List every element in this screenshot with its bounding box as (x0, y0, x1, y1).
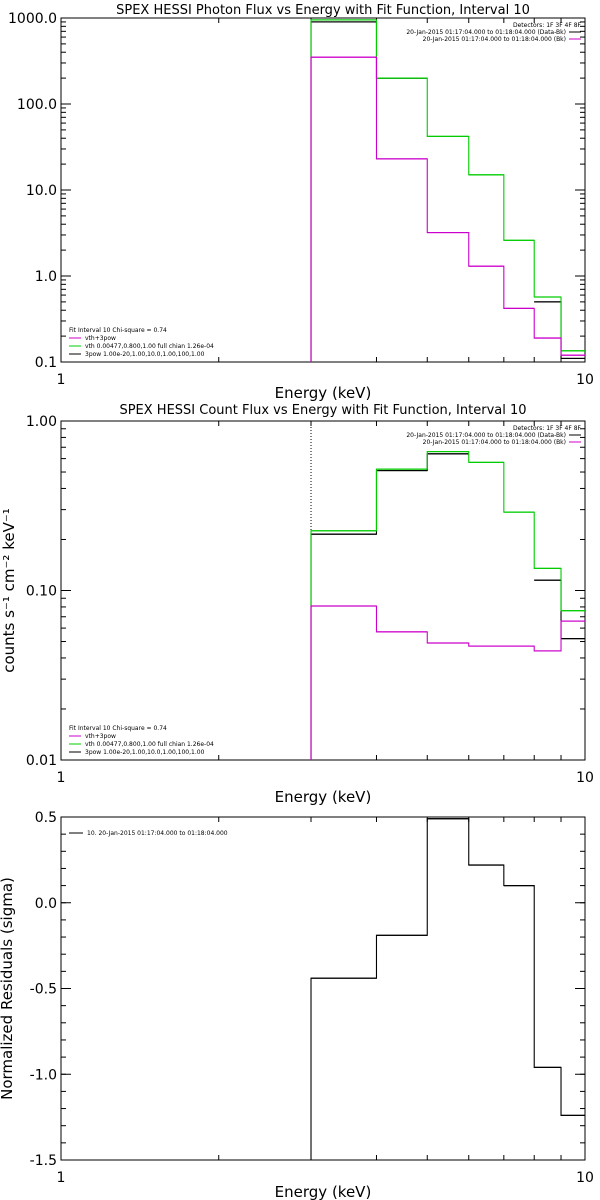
y-tick-label: -1.0 (30, 1067, 57, 1083)
x-tick-label: 10 (576, 770, 594, 786)
chart-panel-1: SPEX HESSI Photon Flux vs Energy with Fi… (8, 3, 594, 402)
series-magenta-line (310, 56, 585, 362)
y-tick-label: 100.0 (17, 97, 57, 113)
data-area (310, 421, 585, 760)
legend-header: Detectors: 1F 3F 4F 8F (513, 425, 582, 432)
legend-bottom: Fit Interval 10 Chi-square = 0.74vth+3po… (69, 725, 214, 756)
plot-frame (60, 816, 586, 1161)
series-magenta-line (310, 605, 585, 760)
chart-panel-3: 0.5 0.0 -0.5 -1.0 -1.51 10 Energy (keV) Normali… (0, 810, 594, 1200)
legend-entry: 20-Jan-2015 01:17:04.000 to 01:18:04.000… (423, 36, 566, 43)
y-tick-label: 0.0 (35, 896, 57, 912)
legend-entry: vth+3pow (85, 335, 116, 342)
data-area (310, 18, 585, 362)
series-green-line (310, 451, 585, 760)
y-axis-label: Normalized Residuals (sigma) (0, 877, 16, 1100)
legend-entry: vth 0.00477,0.800,1.00 full chian 1.26e-… (85, 343, 214, 350)
y-tick-label: 10.0 (26, 183, 57, 199)
chart-title: SPEX HESSI Count Flux vs Energy with Fit… (119, 403, 526, 418)
x-tick-label: 1 (57, 1170, 66, 1186)
y-tick-label: 0.10 (26, 584, 57, 600)
series-black-line (310, 818, 585, 1160)
y-tick-label: -0.5 (30, 982, 57, 998)
legend-entry: 10. 20-Jan-2015 01:17:04.000 to 01:18:04… (87, 830, 228, 837)
y-axis-label: counts s⁻¹ cm⁻² keV⁻¹ (0, 508, 18, 673)
y-tick-label: 1.0 (35, 269, 57, 285)
chart-title: SPEX HESSI Photon Flux vs Energy with Fi… (116, 3, 530, 18)
legend-entry: 20-Jan-2015 01:17:04.000 to 01:18:04.000… (406, 432, 566, 439)
series-black-line (310, 21, 585, 362)
x-tick-label: 10 (576, 372, 594, 388)
y-tick-label: 0.5 (35, 810, 57, 826)
legend-header: Fit Interval 10 Chi-square = 0.74 (69, 327, 167, 334)
chart-panel-2: SPEX HESSI Count Flux vs Energy with Fit… (0, 403, 594, 806)
x-axis-label: Energy (keV) (275, 1183, 372, 1200)
series-green-line (310, 19, 585, 362)
legend-entry: vth+3pow (85, 733, 116, 740)
legend-entry: 20-Jan-2015 01:17:04.000 to 01:18:04.000… (423, 439, 566, 446)
series-black-line (310, 453, 585, 760)
plot-frame (60, 420, 586, 761)
plot-frame (60, 17, 586, 363)
x-axis-label: Energy (keV) (275, 384, 372, 402)
legend-header: Detectors: 1F 3F 4F 8F (513, 22, 582, 29)
legend-entry: vth 0.00477,0.800,1.00 full chian 1.26e-… (85, 741, 214, 748)
y-tick-label: 0.01 (26, 753, 57, 769)
y-tick-label: 0.1 (35, 355, 57, 371)
legend-entry: 20-Jan-2015 01:17:04.000 to 01:18:04.000… (406, 29, 566, 36)
y-tick-label: 1.00 (26, 414, 57, 430)
y-tick-label: -1.5 (30, 1153, 57, 1169)
legend-header: Fit Interval 10 Chi-square = 0.74 (69, 725, 167, 732)
x-axis-label: Energy (keV) (275, 788, 372, 806)
x-tick-label: 10 (576, 1170, 594, 1186)
legend-entry: 3pow 1.00e-20,1.00,10.0,1.00,100,1.00 (85, 351, 205, 358)
legend-entry: 3pow 1.00e-20,1.00,10.0,1.00,100,1.00 (85, 749, 205, 756)
data-area (310, 818, 585, 1160)
legend-bottom: Fit Interval 10 Chi-square = 0.74vth+3po… (69, 327, 214, 358)
x-tick-label: 1 (57, 372, 66, 388)
y-tick-label: 1000.0 (8, 11, 57, 27)
x-tick-label: 1 (57, 770, 66, 786)
legend-top: 10. 20-Jan-2015 01:17:04.000 to 01:18:04… (69, 830, 228, 837)
